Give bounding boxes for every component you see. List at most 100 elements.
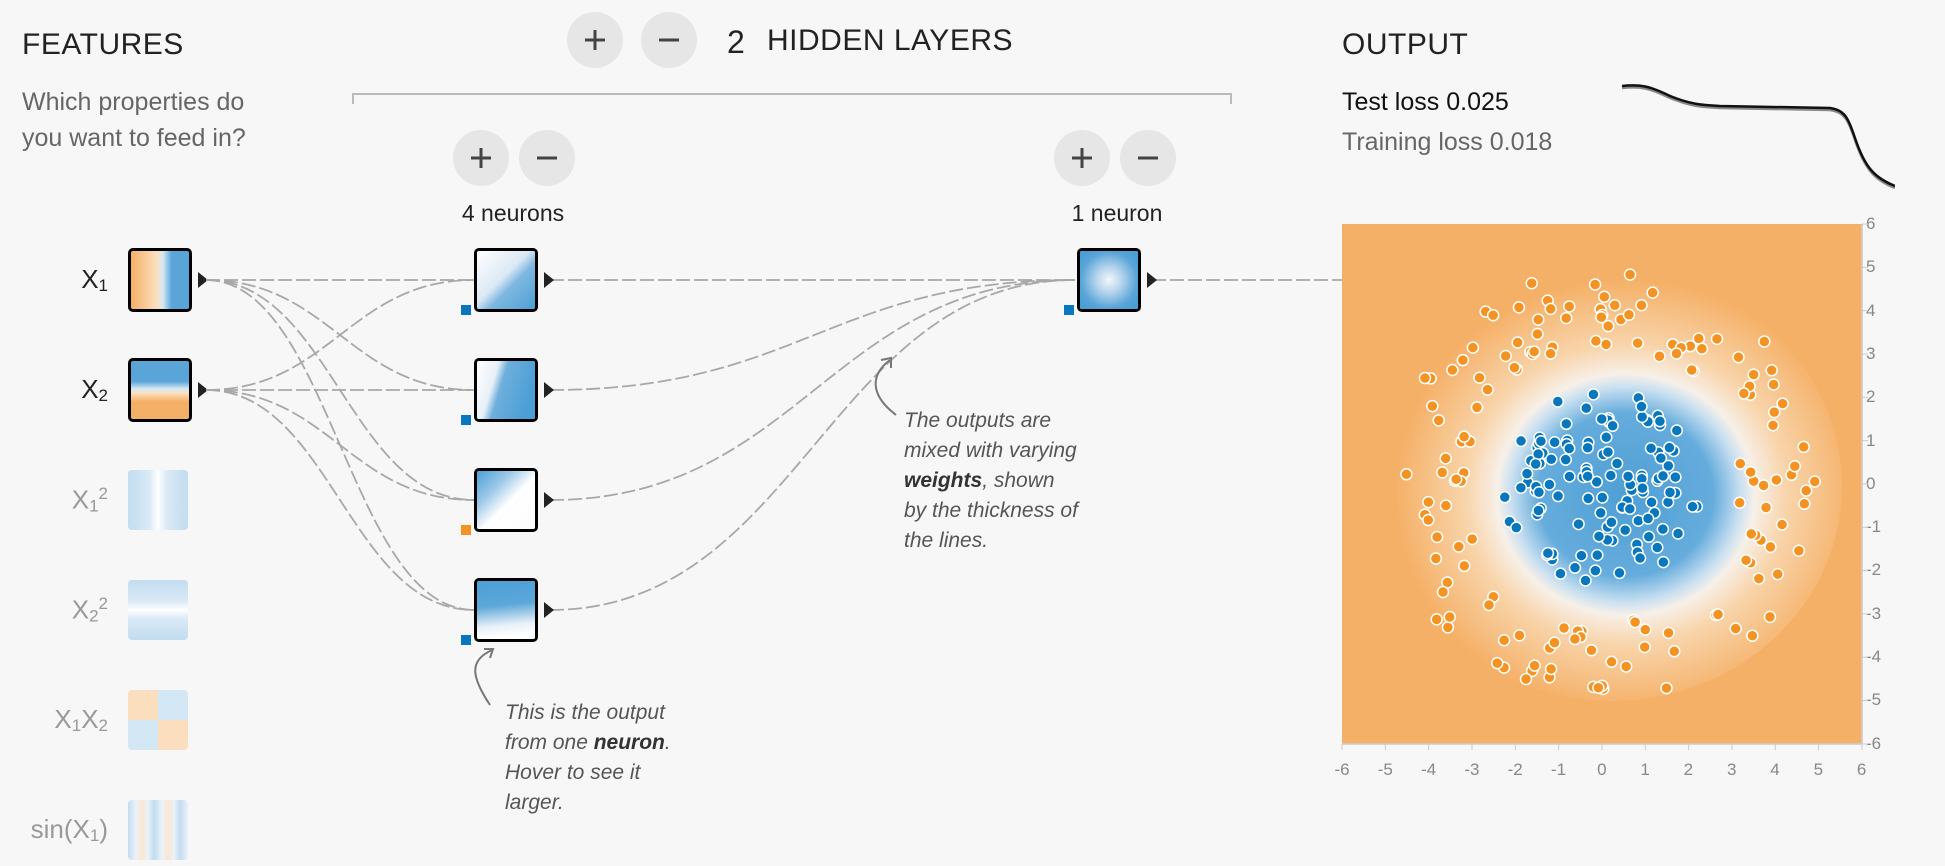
- data-point: [1551, 395, 1565, 408]
- remove-neuron-layer-2-button[interactable]: [1120, 130, 1176, 186]
- output-heatmap[interactable]: [1342, 224, 1862, 744]
- hidden-neuron-2-1[interactable]: [1077, 248, 1141, 312]
- data-point: [1594, 506, 1607, 520]
- link: [205, 279, 475, 391]
- hidden-neuron-1-4[interactable]: [474, 578, 538, 642]
- add-neuron-layer-2-button[interactable]: [1054, 130, 1110, 186]
- data-point: [1739, 553, 1753, 567]
- feature-node[interactable]: [128, 800, 188, 860]
- annotation-arrow: [474, 649, 493, 706]
- hidden-neuron-1-3[interactable]: [474, 468, 538, 532]
- feature-label: X1: [81, 264, 108, 295]
- data-point: [1563, 470, 1576, 483]
- data-point: [1757, 479, 1770, 492]
- y-tick-label: 4: [1866, 300, 1876, 320]
- data-point: [1653, 415, 1667, 428]
- data-point: [1635, 400, 1648, 413]
- data-point: [1653, 350, 1666, 363]
- data-point: [1486, 308, 1500, 322]
- feature-node[interactable]: [128, 690, 188, 750]
- data-point: [1429, 552, 1443, 565]
- data-point: [1601, 445, 1615, 459]
- data-point: [1792, 544, 1806, 557]
- data-point: [1799, 484, 1813, 497]
- data-point: [1443, 610, 1456, 624]
- add-neuron-layer-1-button[interactable]: [453, 130, 509, 186]
- data-point: [1670, 424, 1684, 437]
- y-tick-label: 1: [1866, 430, 1876, 450]
- data-point: [1636, 481, 1649, 495]
- node-output-arrow: [198, 382, 208, 398]
- data-point: [1592, 681, 1605, 695]
- bias-indicator[interactable]: [461, 305, 471, 315]
- hidden-neuron-1-2[interactable]: [474, 358, 538, 422]
- link: [549, 279, 1076, 501]
- y-tick-label: -2: [1866, 560, 1882, 580]
- data-point: [1439, 499, 1453, 512]
- data-point: [1671, 527, 1685, 540]
- feature-node[interactable]: [128, 358, 192, 422]
- data-point: [1686, 500, 1699, 513]
- data-point: [1514, 434, 1528, 448]
- data-point: [1589, 334, 1603, 348]
- data-point: [1510, 521, 1523, 534]
- node-output-arrow: [1147, 272, 1157, 288]
- data-point: [1663, 486, 1677, 499]
- data-point: [1669, 470, 1682, 484]
- bias-indicator[interactable]: [461, 525, 471, 535]
- data-point: [1788, 459, 1802, 473]
- test-loss: Test loss 0.025: [1342, 88, 1509, 116]
- feature-node[interactable]: [128, 248, 192, 312]
- feature-label: X1X2: [54, 704, 108, 735]
- add-layer-button[interactable]: [567, 12, 623, 68]
- minus-icon: [659, 38, 679, 42]
- feature-node[interactable]: [128, 580, 188, 640]
- y-tick-label: -1: [1866, 517, 1882, 537]
- data-point: [1514, 481, 1528, 494]
- feature-label: X22: [71, 594, 108, 626]
- data-point: [1559, 311, 1573, 325]
- data-point: [1418, 371, 1432, 385]
- remove-neuron-layer-1-button[interactable]: [519, 130, 575, 186]
- data-point: [1563, 442, 1576, 455]
- data-point: [1798, 497, 1811, 511]
- data-point: [1733, 496, 1746, 510]
- minus-icon: [1138, 156, 1158, 160]
- x-tick-label: 0: [1597, 760, 1607, 779]
- data-point: [1557, 621, 1571, 635]
- bias-indicator[interactable]: [461, 635, 471, 645]
- data-point: [1559, 453, 1572, 466]
- data-point: [1734, 457, 1747, 470]
- bias-indicator[interactable]: [1064, 305, 1074, 315]
- node-output-arrow: [544, 602, 554, 618]
- data-point: [1651, 541, 1664, 554]
- feature-node[interactable]: [128, 470, 188, 530]
- data-point: [1511, 336, 1524, 349]
- remove-layer-button[interactable]: [641, 12, 697, 68]
- data-point: [1635, 298, 1648, 312]
- y-tick-label: -4: [1866, 647, 1882, 666]
- feature-label: X2: [81, 374, 108, 405]
- data-point: [1580, 401, 1593, 415]
- y-tick-label: -6: [1866, 733, 1882, 753]
- x-tick-label: -4: [1421, 760, 1437, 779]
- data-point: [1633, 551, 1647, 565]
- data-point: [1534, 434, 1548, 448]
- layer-2-neuron-count: 1 neuron: [1071, 200, 1163, 226]
- data-point: [1631, 336, 1644, 350]
- data-point: [1452, 540, 1465, 553]
- data-point: [1512, 301, 1526, 314]
- hidden-layer-count: 2: [727, 24, 745, 60]
- hidden-layers-bracket: [352, 93, 1232, 104]
- hidden-layers-label: HIDDEN LAYERS: [767, 24, 1014, 57]
- neuron-annotation: This is the output from one neuron. Hove…: [505, 701, 671, 814]
- data-point: [1588, 278, 1602, 291]
- hidden-neuron-1-1[interactable]: [474, 248, 538, 312]
- annotation-arrowhead: [880, 356, 892, 368]
- data-point: [1587, 388, 1600, 401]
- data-point: [1732, 350, 1745, 364]
- bias-indicator[interactable]: [461, 415, 471, 425]
- data-point: [1771, 567, 1784, 581]
- plus-icon: [1072, 148, 1092, 168]
